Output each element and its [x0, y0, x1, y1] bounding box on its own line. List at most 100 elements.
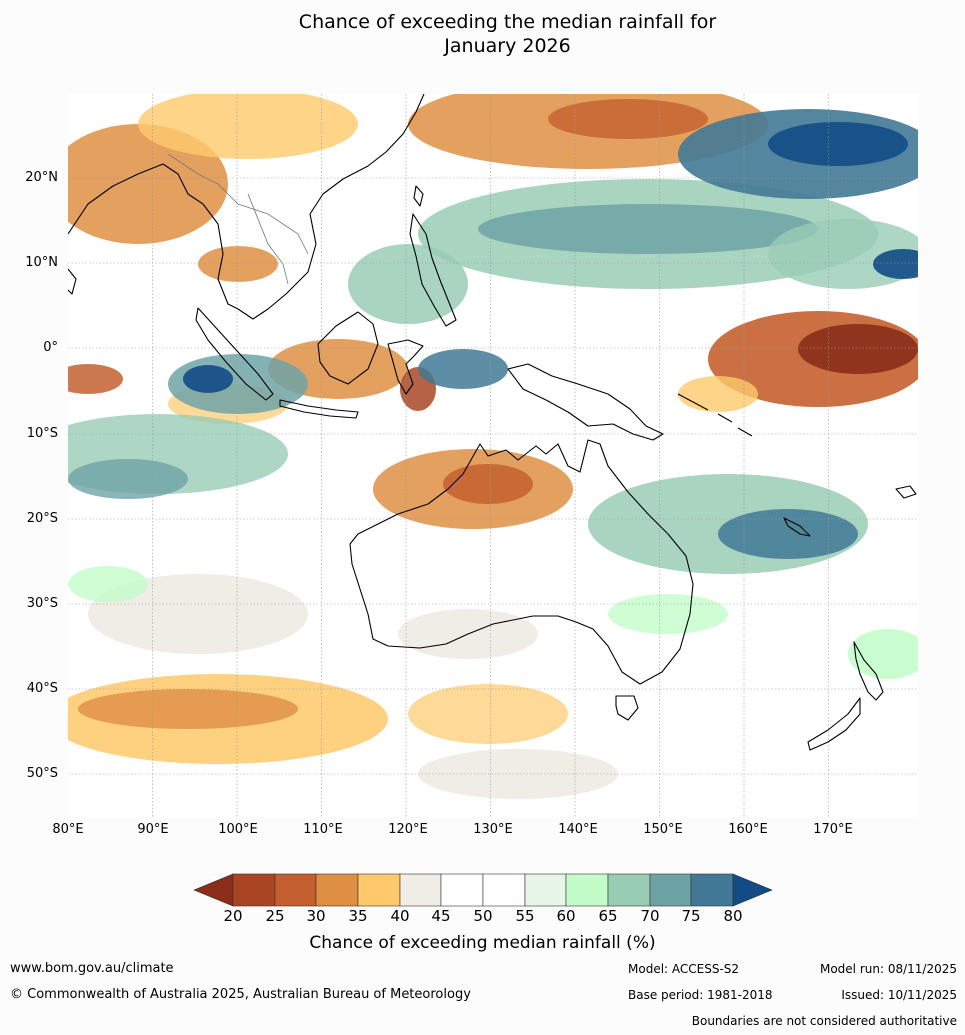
- footer-base-period: Base period: 1981-2018: [628, 988, 773, 1002]
- wet-patch-new-zealand: [848, 629, 918, 679]
- colorbar-tick-65: 65: [598, 907, 618, 925]
- colorbar-segment-10: [607, 873, 651, 907]
- footer-model: Model: ACCESS-S2: [628, 962, 740, 976]
- lon-label-160E: 160°E: [728, 822, 768, 837]
- colorbar-tick-60: 60: [556, 907, 576, 925]
- border-indochina: [247, 193, 289, 285]
- coast-solomon-islands: [677, 393, 753, 437]
- dry-patch-tibet: [138, 94, 358, 159]
- lon-label-90E: 90°E: [137, 822, 169, 837]
- coast-sri-lanka: [68, 268, 77, 295]
- colorbar-tick-30: 30: [306, 907, 326, 925]
- wet-patch-sunda-core: [183, 365, 233, 393]
- colorbar-tick-20: 20: [223, 907, 243, 925]
- coast-new-zealand-south: [807, 697, 861, 751]
- colorbar-segment-12: [690, 873, 734, 907]
- lat-label-50S: 50°S: [26, 766, 58, 781]
- colorbar-segment-6: [440, 873, 484, 907]
- title-line-1: Chance of exceeding the median rainfall …: [298, 11, 717, 33]
- lon-label-150E: 150°E: [643, 822, 683, 837]
- wet-patch-south-west: [68, 566, 148, 602]
- dry-patches: [68, 94, 918, 764]
- colorbar-segment-5: [399, 873, 442, 907]
- colorbar-segment-4: [357, 873, 401, 907]
- neutral-patch-west: [88, 574, 308, 654]
- coast-fiji: [895, 485, 917, 499]
- dry-patch-north-australia-core: [443, 464, 533, 504]
- country-borders: [167, 153, 309, 285]
- footer-disclaimer: Boundaries are not considered authoritat…: [691, 1014, 957, 1028]
- wet-patch-south-china-sea: [348, 244, 468, 324]
- coast-new-guinea: [507, 363, 664, 441]
- lat-label-10S: 10°S: [26, 426, 58, 441]
- dry-patch-pacific-core: [798, 324, 918, 374]
- footer-url: www.bom.gov.au/climate: [10, 961, 174, 976]
- colorbar-tick-75: 75: [681, 907, 701, 925]
- dry-patch-south-australia: [408, 684, 568, 744]
- dry-patch-north-india: [68, 124, 228, 244]
- wet-patch-east-pacific-core: [873, 249, 918, 279]
- map-title: Chance of exceeding the median rainfall …: [0, 10, 965, 58]
- lat-label-20S: 20°S: [26, 511, 58, 526]
- wet-patch-north-pacific-core: [768, 122, 908, 166]
- footer-copyright: © Commonwealth of Australia 2025, Austra…: [10, 987, 471, 1002]
- colorbar-segment-9: [565, 873, 609, 907]
- map-canvas: [68, 94, 918, 817]
- lat-label-30S: 30°S: [26, 596, 58, 611]
- wet-patch-philippine-sea-core: [478, 204, 818, 254]
- coast-taiwan: [413, 185, 424, 207]
- wet-patch-indian-ocean-core: [68, 459, 188, 499]
- dry-patch-china-core: [548, 99, 708, 139]
- colorbar-segment-2: [274, 873, 317, 907]
- coast-sulawesi: [387, 339, 424, 395]
- border-south-asia: [167, 153, 309, 255]
- colorbar-segment-8: [524, 873, 567, 907]
- neutral-patch-south: [418, 749, 618, 799]
- lon-label-80E: 80°E: [52, 822, 84, 837]
- lon-label-110E: 110°E: [303, 822, 343, 837]
- dry-patch-southern-ocean-core: [78, 689, 298, 729]
- coast-java: [279, 399, 359, 419]
- dry-patch-pacific-edge: [678, 376, 758, 412]
- colorbar: [193, 873, 773, 907]
- lat-label-10N: 10°N: [25, 255, 58, 270]
- coast-borneo: [317, 311, 379, 385]
- colorbar-tick-55: 55: [515, 907, 535, 925]
- colorbar-segment-7: [482, 873, 526, 907]
- colorbar-segment-1: [232, 873, 276, 907]
- colorbar-segment-0: [193, 873, 234, 907]
- lon-label-130E: 130°E: [473, 822, 513, 837]
- coast-australia: [349, 439, 694, 685]
- colorbar-tick-35: 35: [348, 907, 368, 925]
- colorbar-tick-80: 80: [723, 907, 743, 925]
- dry-patch-indochina: [198, 246, 278, 282]
- wet-patch-coral-sea-core: [718, 509, 858, 559]
- coast-philippines: [409, 213, 457, 327]
- coast-sumatra: [195, 307, 274, 401]
- lat-label-0: 0°: [43, 340, 58, 355]
- lon-label-140E: 140°E: [558, 822, 598, 837]
- coastlines: [68, 94, 917, 751]
- colorbar-tick-70: 70: [640, 907, 660, 925]
- colorbar-tick-50: 50: [473, 907, 493, 925]
- dry-patch-indian-ocean: [68, 364, 123, 394]
- colorbar-segment-11: [649, 873, 692, 907]
- coast-tasmania: [615, 695, 639, 721]
- lon-label-100E: 100°E: [218, 822, 258, 837]
- colorbar-segment-13: [732, 873, 773, 907]
- rainfall-probability-map: [68, 94, 918, 817]
- title-line-2: January 2026: [444, 35, 571, 57]
- wet-patches: [68, 109, 918, 679]
- lat-label-20N: 20°N: [25, 170, 58, 185]
- wet-patch-banda: [418, 349, 508, 389]
- coast-new-zealand-north: [853, 641, 884, 701]
- coast-mainland-asia: [68, 94, 425, 320]
- colorbar-tick-25: 25: [265, 907, 285, 925]
- colorbar-segment-3: [315, 873, 359, 907]
- lon-label-120E: 120°E: [388, 822, 428, 837]
- colorbar-tick-40: 40: [390, 907, 410, 925]
- colorbar-label: Chance of exceeding median rainfall (%): [309, 933, 656, 953]
- lon-label-170E: 170°E: [813, 822, 853, 837]
- lat-label-40S: 40°S: [26, 681, 58, 696]
- footer-issued: Issued: 10/11/2025: [841, 988, 957, 1002]
